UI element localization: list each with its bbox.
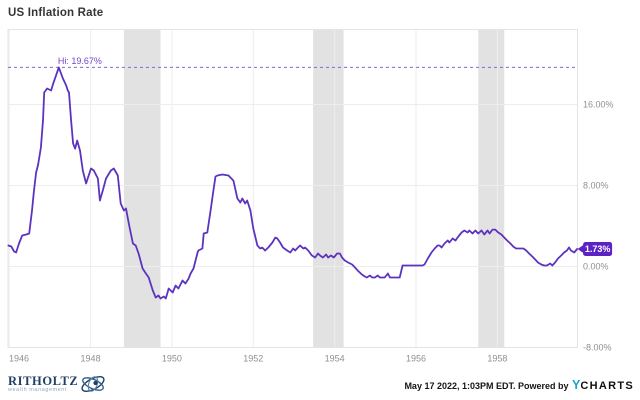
- x-tick-label: 1958: [487, 354, 507, 364]
- ritholtz-logo: RITHOLTZ wealth management: [8, 372, 107, 396]
- last-value-badge: [583, 241, 613, 256]
- recession-band: [478, 29, 505, 348]
- ritholtz-brand-subtitle: wealth management: [8, 387, 67, 393]
- chart-title: US Inflation Rate: [8, 7, 104, 19]
- y-tick-label: 8.00%: [583, 181, 609, 191]
- hi-label: Hi: 19.67%: [58, 56, 102, 66]
- y-tick-label: -8.00%: [583, 343, 612, 353]
- ycharts-y-icon: Y: [572, 378, 581, 392]
- timestamp-text: May 17 2022, 1:03PM EDT. Powered by: [404, 381, 572, 391]
- ritholtz-brand-name: RITHOLTZ: [8, 373, 79, 388]
- x-tick-label: 1954: [325, 354, 345, 364]
- inflation-line: [7, 66, 578, 300]
- plot-border: [7, 29, 578, 348]
- y-tick-label: 16.00%: [583, 100, 614, 110]
- inflation-line-chart: 16.00% 8.00% 0.00% -8.00% 1946 1948 1950 1952 19…: [7, 29, 614, 364]
- x-tick-label: 1948: [81, 354, 101, 364]
- x-tick-label: 1956: [406, 354, 426, 364]
- y-tick-label: 0.00%: [583, 262, 609, 272]
- x-tick-label: 1952: [243, 354, 263, 364]
- chart-attribution: May 17 2022, 1:03PM EDT. Powered by Y CH…: [404, 378, 634, 392]
- last-value-badge-label: 1.73%: [585, 244, 611, 254]
- last-value-badge-arrow: [577, 244, 585, 254]
- recession-band: [123, 29, 161, 348]
- x-tick-label: 1950: [162, 354, 182, 364]
- ritholtz-swirl-icon: [81, 376, 105, 392]
- ycharts-wordmark: CHARTS: [580, 380, 634, 392]
- recession-band: [313, 29, 344, 348]
- x-tick-label: 1946: [9, 354, 29, 364]
